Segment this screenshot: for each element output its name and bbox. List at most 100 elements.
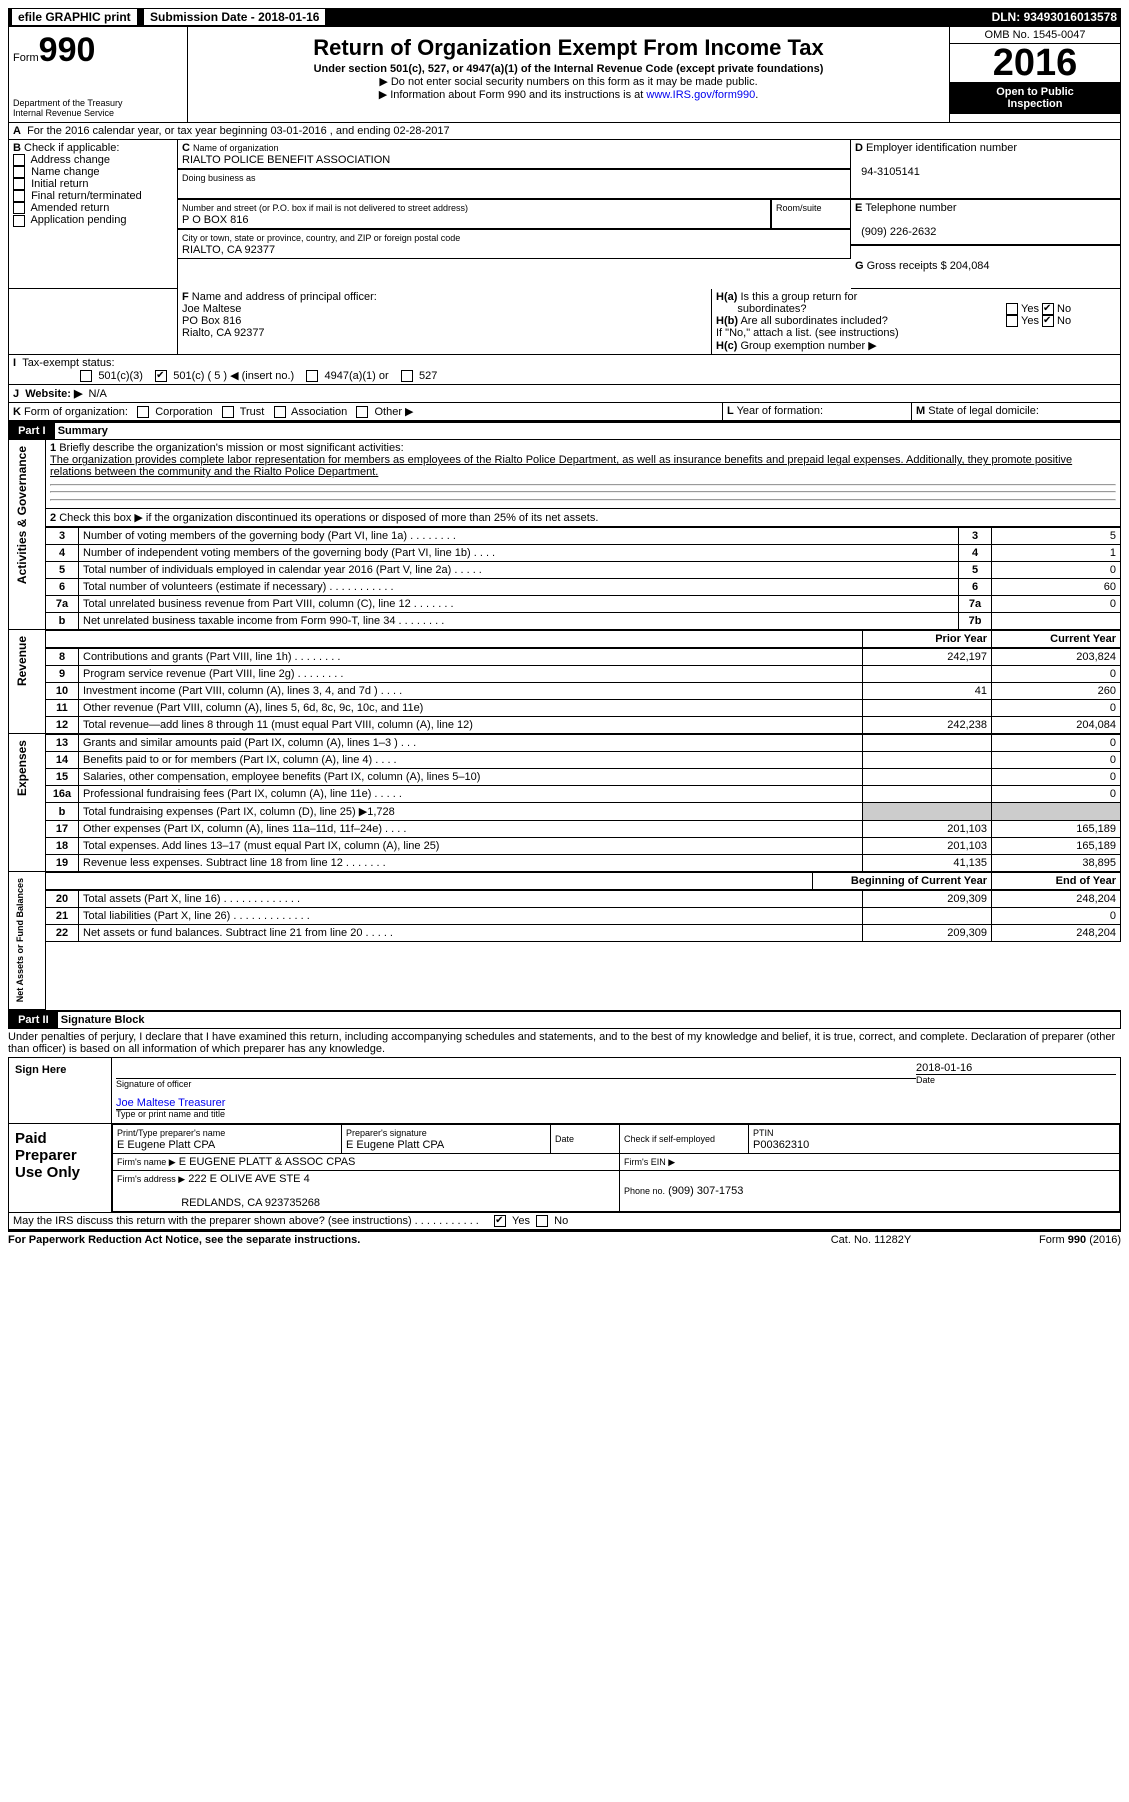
hb-no[interactable] <box>1042 315 1054 327</box>
city: RIALTO, CA 92377 <box>182 244 275 256</box>
other: Other ▶ <box>374 406 413 418</box>
assoc: Association <box>291 406 347 418</box>
phone: (909) 226-2632 <box>861 226 936 238</box>
check-if-applicable: Check if applicable: <box>24 142 119 154</box>
other-check[interactable] <box>356 406 368 418</box>
type-name-label: Type or print name and title <box>116 1109 1116 1119</box>
ha-no[interactable] <box>1042 303 1054 315</box>
open-to-public: Open to Public Inspection <box>950 82 1120 114</box>
current-year-hdr: Current Year <box>992 631 1121 648</box>
discuss-no-l: No <box>554 1215 568 1227</box>
perjury: Under penalties of perjury, I declare th… <box>8 1029 1121 1057</box>
trust: Trust <box>240 406 265 418</box>
addr-l: Firm's address ▶ <box>117 1174 185 1184</box>
part2-label: Part II <box>9 1012 58 1028</box>
self-emp-l: Check if self-employed <box>624 1134 715 1144</box>
part1-label: Part I <box>9 423 55 439</box>
officer-name-title[interactable]: Joe Maltese Treasurer <box>116 1097 225 1110</box>
rev-label: Revenue <box>13 632 31 690</box>
org-info-row: B Check if applicable: Address change Na… <box>8 140 1121 289</box>
hc-label: Group exemption number ▶ <box>740 340 876 352</box>
prep-name-l: Print/Type preparer's name <box>117 1128 225 1138</box>
efile-print-button[interactable]: efile GRAPHIC print <box>12 9 137 25</box>
state-domicile: State of legal domicile: <box>928 405 1039 417</box>
tax-year-range: For the 2016 calendar year, or tax year … <box>27 125 450 137</box>
firm-l: Firm's name ▶ <box>117 1157 176 1167</box>
501c: 501(c) ( 5 ) ◀ (insert no.) <box>173 370 294 382</box>
top-bar: efile GRAPHIC print Submission Date - 20… <box>8 8 1121 26</box>
room-label: Room/suite <box>776 203 822 213</box>
officer-label: Name and address of principal officer: <box>192 291 377 303</box>
bullet-ssn: ▶ Do not enter social security numbers o… <box>194 75 943 88</box>
4947-check[interactable] <box>306 370 318 382</box>
tax-exempt-label: Tax-exempt status: <box>22 357 114 369</box>
org-name: RIALTO POLICE BENEFIT ASSOCIATION <box>182 154 390 166</box>
paperwork: For Paperwork Reduction Act Notice, see … <box>8 1234 771 1246</box>
officer-name: Joe Maltese <box>182 303 241 315</box>
form-org-label: Form of organization: <box>24 406 128 418</box>
firm-addr: 222 E OLIVE AVE STE 4 <box>188 1173 309 1185</box>
yes-label2: Yes <box>1021 315 1039 327</box>
form-header: Form990 Department of the Treasury Inter… <box>8 26 1121 123</box>
mission-label: Briefly describe the organization's miss… <box>59 442 403 454</box>
trust-check[interactable] <box>222 406 234 418</box>
footer: For Paperwork Reduction Act Notice, see … <box>8 1230 1121 1246</box>
assoc-check[interactable] <box>274 406 286 418</box>
check-final-return-terminated[interactable] <box>13 190 25 202</box>
section-b-label: B Check if applicable: <box>13 142 173 154</box>
527-check[interactable] <box>401 370 413 382</box>
prep-sig: E Eugene Platt CPA <box>346 1139 444 1151</box>
ein-label: Employer identification number <box>866 142 1017 154</box>
corp-check[interactable] <box>137 406 149 418</box>
yes-label: Yes <box>1021 303 1039 315</box>
corp: Corporation <box>155 406 212 418</box>
501c3-check[interactable] <box>80 370 92 382</box>
dln-value: 93493016013578 <box>1024 10 1117 24</box>
section-a: A For the 2016 calendar year, or tax yea… <box>8 123 1121 140</box>
discuss-label: May the IRS discuss this return with the… <box>13 1215 479 1227</box>
form-number: 990 <box>39 31 96 69</box>
check-address-change[interactable] <box>13 154 25 166</box>
check-application-pending[interactable] <box>13 215 25 227</box>
dept-treasury: Department of the Treasury <box>13 98 183 108</box>
part1-title: Summary <box>58 425 108 437</box>
check-name-change[interactable] <box>13 166 25 178</box>
sig-date: 2018-01-16 <box>916 1062 1116 1074</box>
501c-check[interactable] <box>155 370 167 382</box>
ein: 94-3105141 <box>861 166 920 178</box>
check-amended-return[interactable] <box>13 202 25 214</box>
hb-yes[interactable] <box>1006 315 1018 327</box>
hb-note: If "No," attach a list. (see instruction… <box>716 327 1116 339</box>
firm-phone: (909) 307-1753 <box>668 1185 743 1197</box>
officer-addr2: Rialto, CA 92377 <box>182 327 265 339</box>
ha-label: Is this a group return for <box>740 291 857 303</box>
submission-date-button[interactable]: Submission Date - 2018-01-16 <box>144 9 325 25</box>
ag-label: Activities & Governance <box>13 442 31 588</box>
section-j: J Website: ▶ N/A <box>8 385 1121 403</box>
irs-link[interactable]: www.IRS.gov/form990 <box>646 89 755 101</box>
submission-date-label: Submission Date - <box>150 10 258 24</box>
officer-row: F Name and address of principal officer:… <box>8 289 1121 355</box>
section-i: I Tax-exempt status: 501(c)(3) 501(c) ( … <box>8 355 1121 385</box>
discuss-no[interactable] <box>536 1215 548 1227</box>
no-label2: No <box>1057 315 1071 327</box>
otpi-1: Open to Public <box>954 86 1116 98</box>
check-initial-return[interactable] <box>13 178 25 190</box>
form-word: Form <box>13 52 39 64</box>
501c3: 501(c)(3) <box>98 370 143 382</box>
form-foot: Form 990 (2016) <box>971 1234 1121 1246</box>
boy-hdr: Beginning of Current Year <box>813 873 992 890</box>
discuss-yes[interactable] <box>494 1215 506 1227</box>
activities-governance: Activities & Governance 1 Briefly descri… <box>8 440 1121 630</box>
city-label: City or town, state or province, country… <box>182 233 460 243</box>
prep-sig-l: Preparer's signature <box>346 1128 427 1138</box>
ha-yes[interactable] <box>1006 303 1018 315</box>
phone-label: Telephone number <box>865 202 956 214</box>
street: P O BOX 816 <box>182 214 248 226</box>
section-klm: K Form of organization: Corporation Trus… <box>8 403 1121 421</box>
ptin-l: PTIN <box>753 1128 774 1138</box>
revenue-section: Revenue Prior YearCurrent Year 8Contribu… <box>8 630 1121 734</box>
irs: Internal Revenue Service <box>13 108 183 118</box>
part1: Part I <box>18 425 46 437</box>
netassets-section: Net Assets or Fund Balances Beginning of… <box>8 872 1121 1009</box>
